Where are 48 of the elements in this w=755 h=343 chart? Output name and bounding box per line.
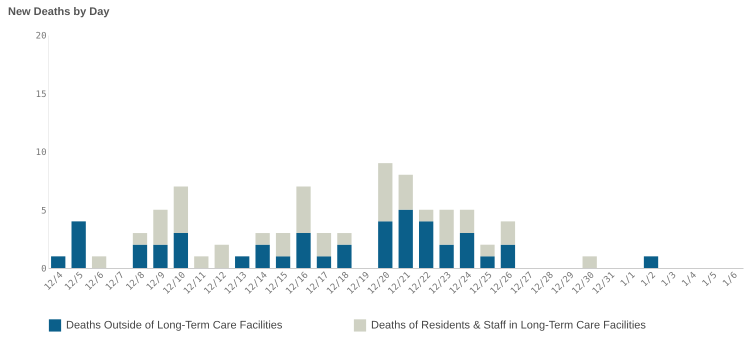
bar [316, 256, 332, 268]
x-tick-label: 1/3 [660, 270, 679, 290]
x-tick-label: 1/2 [640, 270, 658, 290]
bar [132, 244, 148, 268]
bar [500, 244, 516, 268]
bar [174, 233, 188, 268]
bar [439, 210, 454, 245]
y-tick-label: 5 [41, 206, 46, 216]
x-tick-label: 1/4 [680, 270, 699, 290]
bar [378, 221, 392, 268]
legend-label: Deaths of Residents & Staff in Long-Term Care Facilities [371, 319, 646, 332]
bar [337, 233, 352, 245]
bar [398, 210, 413, 268]
bar [480, 256, 495, 268]
bar [419, 221, 434, 268]
bar [316, 233, 332, 256]
y-tick-label: 20 [36, 32, 46, 42]
bar [460, 233, 474, 268]
bar [337, 244, 352, 268]
y-tick-label: 0 [41, 264, 46, 274]
bar [276, 233, 290, 256]
x-tick-label: 1/1 [619, 270, 638, 290]
legend-label: Deaths Outside of Long-Term Care Facilities [66, 319, 283, 332]
bar [419, 210, 434, 222]
bar [153, 244, 168, 268]
bar [378, 163, 392, 222]
bar [398, 174, 413, 210]
bar [255, 244, 270, 268]
bar [132, 233, 148, 245]
x-tick-label: 1/6 [721, 270, 740, 290]
y-tick-label: 15 [36, 90, 46, 100]
bar [235, 256, 250, 268]
bar [51, 256, 66, 268]
bar [153, 210, 168, 245]
bar [296, 186, 311, 234]
x-tick-label: 1/5 [700, 270, 720, 290]
bar [480, 244, 495, 256]
bar [644, 256, 658, 268]
bar [296, 233, 311, 268]
bar [500, 221, 516, 245]
bar [439, 244, 454, 268]
bar [276, 256, 290, 268]
y-tick-label: 10 [36, 148, 46, 158]
bar [460, 210, 474, 234]
bar [255, 233, 270, 245]
chart-title: New Deaths by Day [8, 6, 110, 18]
bar [72, 221, 86, 268]
bar [174, 186, 188, 234]
